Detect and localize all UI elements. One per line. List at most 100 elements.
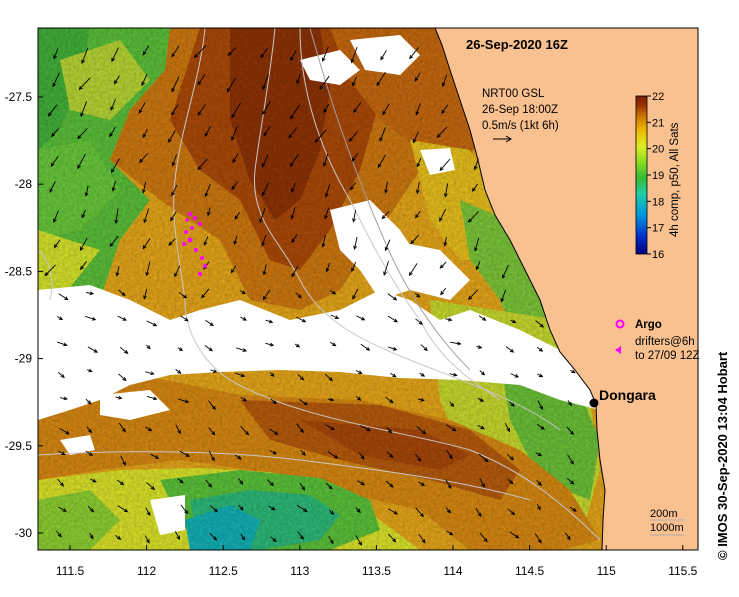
current-arrow-head bbox=[53, 244, 58, 249]
current-arrow-head bbox=[537, 539, 542, 544]
current-arrow-head bbox=[537, 481, 542, 486]
current-arrow-head bbox=[323, 162, 327, 167]
current-arrow-head bbox=[482, 316, 487, 321]
current-arrow bbox=[351, 46, 358, 63]
current-arrow-head bbox=[91, 316, 97, 321]
current-arrow bbox=[111, 158, 120, 173]
current-arrow-head bbox=[510, 511, 516, 516]
current-arrow bbox=[479, 477, 485, 488]
current-arrow-head bbox=[440, 291, 445, 296]
current-arrow-head bbox=[418, 320, 424, 325]
current-arrow-head bbox=[272, 450, 278, 455]
current-arrow-head bbox=[299, 376, 305, 381]
current-arrow bbox=[85, 185, 89, 196]
current-arrow-head bbox=[138, 109, 143, 114]
current-arrow-head bbox=[261, 163, 266, 168]
current-legend-line3: 0.5m/s (1kt 6h) bbox=[482, 120, 559, 132]
colorbar-tick-label: 21 bbox=[652, 117, 664, 129]
current-arrow-head bbox=[350, 58, 355, 64]
current-arrow-head bbox=[64, 296, 69, 301]
current-arrow bbox=[268, 505, 275, 511]
current-arrow bbox=[118, 289, 126, 296]
current-arrow-head bbox=[353, 245, 357, 250]
current-arrow bbox=[328, 535, 334, 544]
current-arrow bbox=[86, 292, 94, 295]
current-arrow-head bbox=[226, 88, 231, 93]
current-arrow bbox=[204, 345, 213, 352]
x-tick-label: 115.5 bbox=[668, 564, 697, 578]
current-arrow bbox=[180, 504, 188, 514]
current-arrow bbox=[57, 371, 65, 378]
current-arrow-head bbox=[271, 506, 276, 511]
current-arrow bbox=[111, 47, 119, 62]
land-mass bbox=[434, 27, 699, 551]
current-arrow bbox=[569, 506, 577, 512]
colorbar-label: 4h comp, p50, All Sats bbox=[669, 122, 681, 237]
current-arrow-head bbox=[184, 317, 189, 322]
current-arrow bbox=[444, 236, 447, 246]
y-tick-label: -28 bbox=[15, 177, 33, 191]
current-arrow-head bbox=[352, 82, 356, 87]
current-arrow-head bbox=[568, 401, 572, 407]
current-arrow-head bbox=[409, 55, 414, 60]
current-arrow-head bbox=[291, 273, 296, 278]
current-arrow bbox=[506, 453, 514, 460]
current-arrow-head bbox=[123, 508, 129, 513]
y-tick-label: -30 bbox=[15, 526, 33, 540]
current-arrow bbox=[409, 263, 418, 276]
x-tick-label: 115 bbox=[597, 564, 616, 578]
current-arrow bbox=[385, 480, 394, 488]
current-arrow-head bbox=[439, 264, 444, 269]
current-arrow-head bbox=[423, 346, 428, 352]
current-arrow-head bbox=[142, 51, 147, 56]
current-arrow bbox=[415, 103, 421, 115]
current-arrow-head bbox=[537, 506, 541, 511]
current-arrow bbox=[387, 315, 398, 323]
current-arrow-head bbox=[389, 453, 394, 459]
current-legend: NRT00 GSL 26-Sep 18:00Z 0.5m/s (1kt 6h) bbox=[482, 88, 559, 143]
current-arrow-head bbox=[436, 133, 441, 138]
current-arrow-head bbox=[88, 452, 94, 456]
current-arrow-head bbox=[52, 83, 56, 88]
current-arrow bbox=[170, 211, 177, 221]
current-arrow bbox=[322, 46, 329, 62]
current-arrow-head bbox=[241, 536, 246, 541]
current-arrow-head bbox=[77, 135, 82, 140]
current-arrow bbox=[177, 478, 184, 484]
y-axis: -27.5 -28 -28.5 -29 -29.5 -30 bbox=[5, 90, 43, 540]
current-arrow-head bbox=[122, 377, 127, 382]
current-arrow-head bbox=[80, 112, 84, 118]
current-arrow-head bbox=[414, 77, 419, 82]
current-arrow bbox=[168, 130, 176, 143]
current-arrow bbox=[209, 505, 218, 512]
current-arrow bbox=[415, 453, 421, 462]
current-arrow-head bbox=[443, 242, 448, 247]
current-arrow-head bbox=[197, 111, 202, 116]
current-arrow bbox=[412, 131, 419, 143]
current-arrow-head bbox=[389, 483, 394, 488]
current-arrow-head bbox=[421, 430, 427, 435]
current-arrow-head bbox=[297, 294, 302, 299]
current-arrow bbox=[146, 395, 157, 400]
current-arrow bbox=[171, 184, 178, 196]
current-arrow bbox=[300, 449, 306, 456]
current-arrow bbox=[234, 454, 242, 460]
current-arrow-head bbox=[376, 81, 381, 87]
current-arrow-head bbox=[331, 290, 337, 295]
current-arrow-head bbox=[237, 455, 242, 460]
current-arrow bbox=[265, 319, 273, 323]
current-arrow bbox=[175, 424, 181, 434]
current-arrow-head bbox=[288, 134, 293, 139]
current-arrow bbox=[51, 128, 59, 137]
current-arrow-head bbox=[143, 218, 148, 224]
current-arrow bbox=[179, 450, 190, 457]
y-tick-label: -28.5 bbox=[5, 264, 33, 278]
colorbar-tick-label: 18 bbox=[652, 196, 664, 208]
current-arrow bbox=[564, 532, 571, 540]
current-arrow bbox=[110, 99, 116, 111]
current-arrow-head bbox=[211, 456, 215, 462]
current-arrow-head bbox=[197, 81, 202, 86]
current-arrow bbox=[474, 237, 480, 252]
current-arrow-head bbox=[480, 371, 486, 376]
current-arrow bbox=[353, 102, 362, 113]
